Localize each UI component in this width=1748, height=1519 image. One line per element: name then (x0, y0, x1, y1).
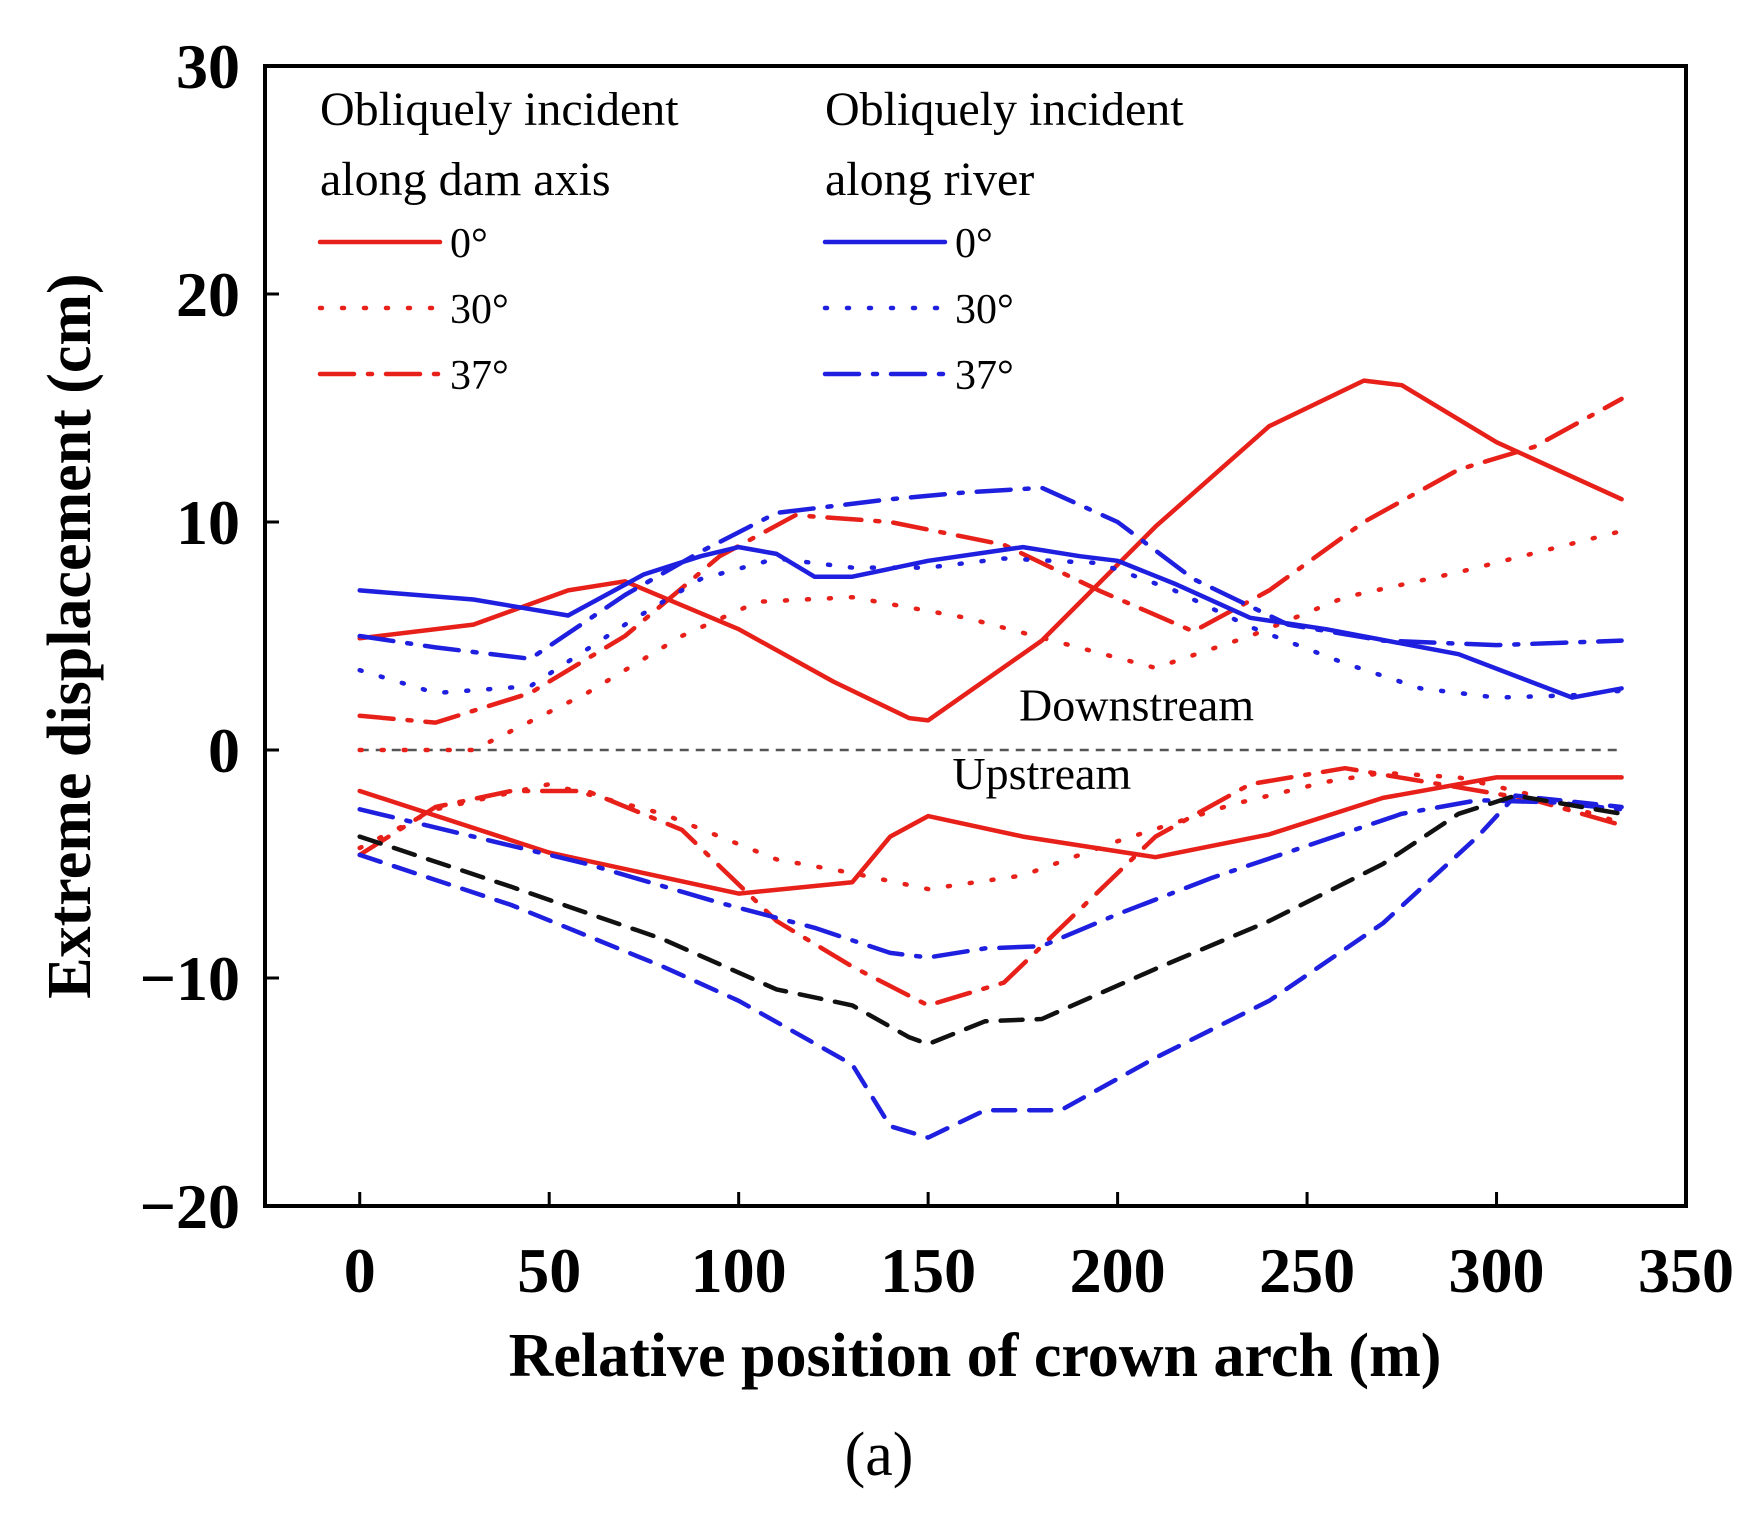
series-line-8 (357, 485, 1624, 662)
legend-group-1: Obliquely incident along river 0° 30° 37° (822, 83, 1184, 399)
x-axis-title: Relative position of crown arch (m) (509, 1322, 1442, 1390)
y-tick-label: 0 (208, 715, 240, 786)
series-layer (357, 378, 1624, 1140)
legend: Obliquely incident along dam axis 0° 30° 37°… (317, 83, 1184, 399)
series-line-5 (357, 765, 1624, 1008)
y-tick-label: −10 (140, 943, 240, 1014)
x-tick-label: 300 (1449, 1235, 1545, 1306)
series-line-9 (357, 797, 1624, 960)
legend-entry-label: 30° (955, 287, 1014, 333)
annotation-upstream: Upstream (952, 748, 1131, 799)
panel-label: (a) (845, 1421, 914, 1489)
x-tick-label: 200 (1070, 1235, 1166, 1306)
legend-entry-label: 30° (450, 287, 509, 333)
legend-entry-label: 37° (450, 353, 509, 399)
x-tick-label: 0 (344, 1235, 376, 1306)
legend-entry-label: 0° (955, 221, 993, 267)
y-tick-label: 30 (176, 31, 240, 102)
series-line-0 (357, 378, 1624, 723)
x-tick-label: 100 (691, 1235, 787, 1306)
plot-area-frame (263, 64, 1688, 1208)
x-tick-label: 50 (517, 1235, 581, 1306)
annotation-downstream: Downstream (1019, 679, 1254, 730)
series-line-7 (357, 556, 1624, 700)
series-line-3 (357, 770, 1624, 892)
legend-group-title: along river (825, 153, 1034, 206)
y-axis-title: Extreme displacement (cm) (36, 273, 104, 998)
series-line-6 (357, 544, 1624, 700)
axis-ticks-layer: 0 50 100 150 200 250 300 350 −20 −10 0 10 20 30 (140, 31, 1734, 1306)
x-tick-label: 150 (880, 1235, 976, 1306)
legend-group-title: along dam axis (320, 153, 611, 206)
series-line-4 (357, 396, 1624, 725)
y-tick-label: 20 (176, 259, 240, 330)
series-line-11 (357, 793, 1624, 1047)
x-tick-label: 350 (1638, 1235, 1734, 1306)
x-tick-label: 250 (1259, 1235, 1355, 1306)
y-tick-label: −20 (140, 1171, 240, 1242)
annotation-layer: Downstream Upstream (952, 679, 1254, 798)
series-line-1 (357, 775, 1624, 896)
legend-entry-label: 37° (955, 353, 1014, 399)
legend-group-title: Obliquely incident (825, 83, 1184, 136)
series-line-2 (357, 528, 1624, 753)
legend-entry-label: 0° (450, 221, 488, 267)
legend-group-0: Obliquely incident along dam axis 0° 30° 37° (317, 83, 679, 399)
y-tick-label: 10 (176, 487, 240, 558)
series-line-10 (357, 793, 1624, 1140)
legend-group-title: Obliquely incident (320, 83, 679, 136)
